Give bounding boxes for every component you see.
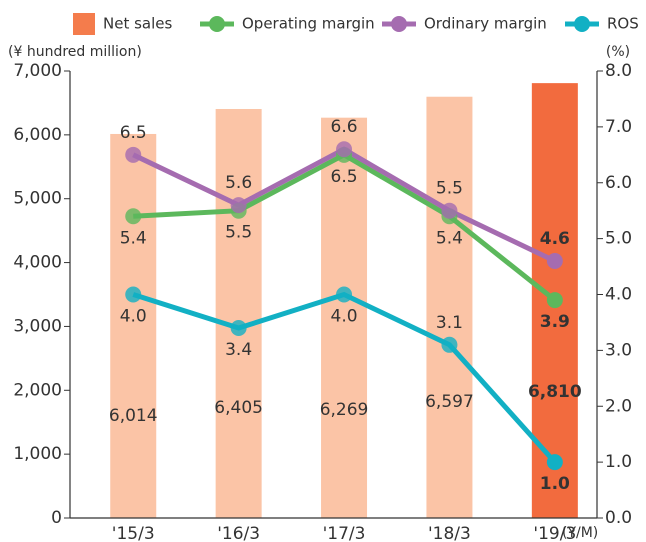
data-label: 6,405 [214,398,263,418]
data-label: 6,810 [528,382,582,402]
legend-swatch [73,13,95,35]
y2-tick-label: 0.0 [605,508,632,528]
x-tick-label: '16/3 [217,524,260,542]
x-axis-label: (Y/M) [562,525,598,541]
y2-axis-label: (%) [606,44,630,60]
marker [441,202,458,219]
y-tick-label: 4,000 [13,253,62,273]
data-label: 5.6 [225,173,252,193]
y-tick-label: 2,000 [13,380,62,400]
legend-marker [391,16,407,32]
legend-marker [209,16,225,32]
legend-label: Operating margin [242,15,375,33]
x-tick-label: '19/3 [533,524,576,542]
y2-tick-label: 5.0 [605,229,632,249]
legend-marker [574,16,590,32]
legend-label: Ordinary margin [424,15,547,33]
data-label: 4.6 [540,229,570,249]
data-label: 6.5 [120,123,147,143]
marker [336,286,353,303]
data-label: 6,597 [425,392,474,412]
y-tick-label: 6,000 [13,125,62,145]
marker [125,208,142,225]
data-label: 5.5 [225,223,252,243]
legend-label: Net sales [103,15,173,33]
data-label: 6,014 [109,406,158,426]
y2-tick-label: 1.0 [605,452,632,472]
marker [546,292,563,309]
marker [230,197,247,214]
marker [125,146,142,163]
data-label: 3.1 [436,313,463,333]
data-label: 5.5 [436,179,463,199]
marker [230,320,247,337]
x-tick-label: '17/3 [323,524,366,542]
y-tick-label: 1,000 [13,444,62,464]
marker [441,336,458,353]
legend-label: ROS [607,15,639,33]
data-label: 5.4 [436,228,463,248]
marker [546,454,563,471]
x-tick-label: '15/3 [112,524,155,542]
data-label: 3.4 [225,340,252,360]
x-tick-label: '18/3 [428,524,471,542]
bar [215,108,262,519]
data-label: 4.0 [120,307,147,327]
data-label: 6.6 [331,117,358,137]
y-tick-label: 5,000 [13,189,62,209]
y-tick-label: 0 [51,508,62,528]
y2-tick-label: 7.0 [605,117,632,137]
y-tick-label: 7,000 [13,61,62,81]
marker [336,141,353,158]
marker [546,252,563,269]
y2-tick-label: 6.0 [605,173,632,193]
bar [321,117,368,519]
data-label: 3.9 [540,312,570,332]
data-label: 1.0 [540,474,570,494]
y2-tick-label: 3.0 [605,340,632,360]
y-tick-label: 3,000 [13,316,62,336]
y2-tick-label: 8.0 [605,61,632,81]
marker [125,286,142,303]
bar [110,133,157,519]
y-axis-label: (¥ hundred million) [8,44,142,60]
bar [426,96,473,518]
data-label: 6.5 [331,167,358,187]
data-label: 4.0 [331,307,358,327]
y2-tick-label: 4.0 [605,285,632,305]
data-label: 5.4 [120,228,147,248]
data-label: 6,269 [320,400,369,420]
y2-tick-label: 2.0 [605,396,632,416]
